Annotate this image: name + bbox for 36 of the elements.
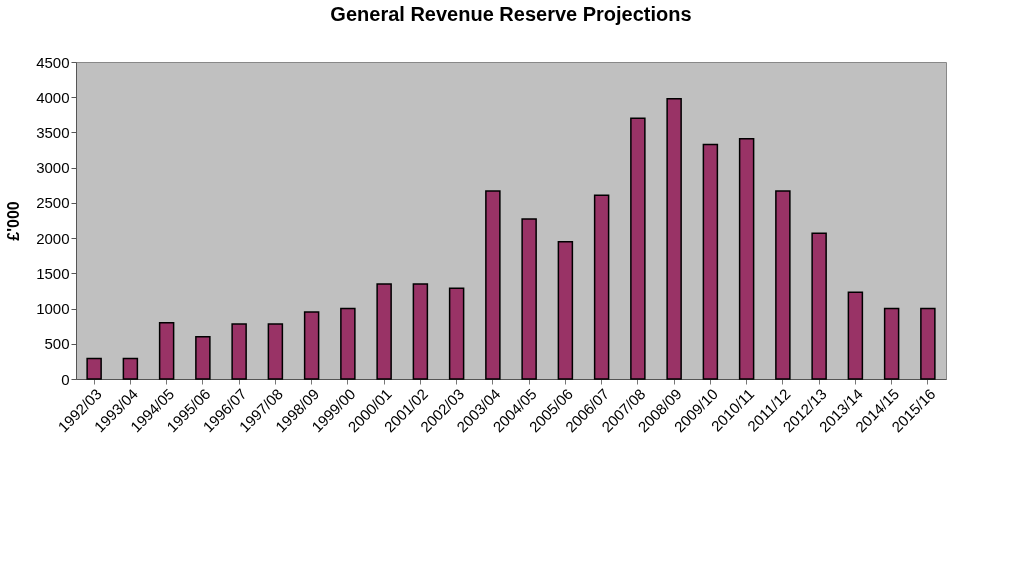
- bar: [593, 194, 610, 380]
- bar: [376, 283, 392, 380]
- bar: [738, 138, 755, 380]
- y-tick-label: 4000: [36, 88, 70, 106]
- bar: [666, 97, 682, 380]
- y-tick-label: 3500: [36, 123, 70, 141]
- bar: [303, 311, 320, 380]
- bar: [557, 240, 574, 380]
- bar: [412, 283, 429, 380]
- bar: [86, 357, 102, 380]
- y-tick-label: 1500: [36, 264, 70, 282]
- bar: [267, 323, 284, 380]
- bar: [883, 307, 900, 380]
- bar: [847, 291, 864, 380]
- bar: [158, 321, 175, 380]
- bar: [521, 218, 537, 380]
- bar: [485, 190, 501, 380]
- y-tick-label: 4500: [36, 53, 70, 71]
- bar: [195, 335, 211, 380]
- bar: [702, 143, 719, 380]
- bar: [231, 323, 247, 380]
- bar: [122, 357, 139, 380]
- bar: [920, 307, 936, 380]
- bar: [630, 117, 646, 380]
- chart-title: General Revenue Reserve Projections: [330, 3, 692, 25]
- y-tick-label: 3000: [36, 159, 70, 177]
- bar: [811, 232, 827, 380]
- y-tick-label: 500: [44, 335, 70, 353]
- bar: [448, 287, 465, 380]
- y-axis-title: £'000: [5, 201, 23, 241]
- y-tick-label: 1000: [36, 300, 70, 318]
- y-tick-label: 2500: [36, 194, 70, 212]
- bar: [340, 307, 356, 380]
- bar: [775, 190, 791, 380]
- y-tick-label: 2000: [36, 229, 70, 247]
- y-tick-label: 0: [61, 370, 70, 388]
